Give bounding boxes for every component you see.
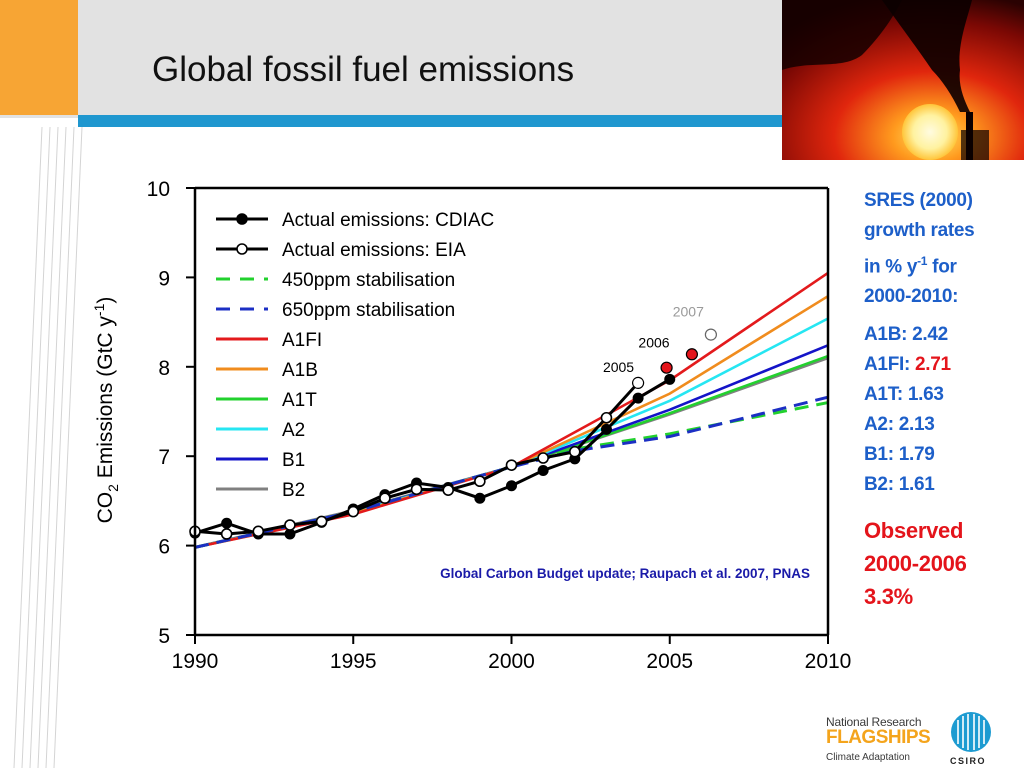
y-tick-label-6: 6 — [158, 536, 170, 559]
sres-rate-label: B1: — [864, 444, 899, 466]
legend-label-b2: B2 — [282, 480, 305, 501]
legend-marker-actual-emissions-cdiac — [236, 213, 248, 225]
sres-rate-a1b: A1B: 2.42 — [864, 320, 1024, 350]
highlight-label-0: 2005 — [603, 359, 634, 375]
point-actual-emissions-eia-1992 — [252, 525, 265, 538]
sres-growth-panel: SRES (2000) growth rates in % y-1 for 20… — [864, 186, 1024, 613]
point-actual-emissions-eia-1997 — [410, 483, 423, 496]
sres-rate-label: B2: — [864, 474, 899, 496]
chart-legend: Actual emissions: CDIAC Actual emissions:… — [216, 210, 494, 501]
flagships-csiro-logo: National Research FLAGSHIPS Climate Adap… — [826, 708, 1024, 768]
sres-rate-value: 2.13 — [898, 414, 935, 436]
sres-heading-line-2: growth rates — [864, 220, 975, 241]
point-actual-emissions-cdiac-1991 — [221, 517, 233, 529]
point-actual-emissions-eia-1993 — [284, 519, 296, 531]
sres-rate-b1: B1: 1.79 — [864, 440, 1024, 470]
x-tick-label-1995: 1995 — [330, 650, 377, 673]
point-actual-emissions-eia-1991 — [220, 528, 233, 540]
logo-national-research: National Research — [826, 715, 922, 729]
sres-rate-a2: A2: 2.13 — [864, 410, 1024, 440]
legend-label-a1fi: A1FI — [282, 330, 322, 351]
legend-marker-actual-emissions-eia — [236, 243, 248, 255]
legend-label-450ppm-stabilisation: 450ppm stabilisation — [282, 270, 455, 291]
sres-rate-list: A1B: 2.42 A1FI: 2.71 A1T: 1.63 A2: 2.13 B1: … — [864, 320, 1024, 500]
y-tick-label-7: 7 — [158, 446, 170, 469]
data-markers — [189, 373, 676, 540]
sres-rate-label: A1B: — [864, 324, 913, 346]
smokestack-photo — [782, 0, 1024, 160]
sres-heading-line-3: in % y-1 for — [864, 254, 957, 278]
sres-rate-value: 1.79 — [898, 444, 935, 466]
sres-rate-value: 2.71 — [914, 354, 951, 376]
highlight-label-2: 2007 — [673, 303, 704, 319]
chart-citation: Global Carbon Budget update; Raupach et … — [440, 566, 810, 581]
point-actual-emissions-eia-2003 — [600, 411, 613, 424]
x-tick-label-2010: 2010 — [805, 650, 852, 673]
point-actual-emissions-cdiac-2005 — [664, 373, 676, 385]
sres-rate-b2: B2: 1.61 — [864, 470, 1024, 500]
sres-rate-value: 1.63 — [907, 384, 944, 406]
point-actual-emissions-eia-1995 — [347, 505, 360, 518]
series-line-actual-emissions-cdiac — [194, 378, 671, 536]
observed-line-1: Observed — [864, 518, 964, 544]
header-accent-block — [0, 0, 78, 115]
sres-rate-label: A1FI: — [864, 354, 915, 376]
point-actual-emissions-eia-1999 — [474, 475, 486, 488]
point-actual-emissions-cdiac-2003 — [600, 423, 612, 435]
x-tick-label-1990: 1990 — [172, 650, 219, 673]
observation-lines — [194, 378, 671, 536]
highlight-point-1 — [660, 361, 673, 374]
y-tick-label-8: 8 — [158, 357, 170, 380]
y-tick-label-5: 5 — [158, 625, 170, 648]
observed-line-3: 3.3% — [864, 584, 913, 610]
sres-rate-value: 1.61 — [898, 474, 935, 496]
point-actual-emissions-cdiac-1999 — [474, 492, 486, 504]
point-actual-emissions-eia-1998 — [442, 484, 455, 496]
slide-title: Global fossil fuel emissions — [152, 50, 575, 89]
legend-label-650ppm-stabilisation: 650ppm stabilisation — [282, 300, 455, 321]
sres-heading-line-1: SRES (2000) — [864, 190, 973, 211]
point-actual-emissions-cdiac-2004 — [632, 392, 644, 404]
highlight-point-3 — [704, 328, 717, 341]
highlight-point-0 — [631, 376, 645, 389]
legend-label-b1: B1 — [282, 450, 305, 471]
csiro-emblem-icon — [951, 712, 991, 752]
legend-label-actual-emissions-eia: Actual emissions: EIA — [282, 240, 466, 261]
axis-ticks: 1990 1995 2000 2005 2010 5 6 7 8 9 10 — [147, 178, 852, 673]
logo-csiro-text: CSIRO — [950, 756, 987, 766]
x-tick-label-2000: 2000 — [488, 650, 535, 673]
x-tick-label-2005: 2005 — [646, 650, 693, 673]
logo-flagships: FLAGSHIPS — [826, 727, 931, 748]
legend-label-a1t: A1T — [282, 390, 317, 411]
sres-rate-label: A1T: — [864, 384, 908, 406]
highlight-point-2 — [685, 348, 699, 361]
point-actual-emissions-eia-1994 — [315, 515, 328, 528]
legend-label-a2: A2 — [282, 420, 305, 441]
sres-heading-line-4: 2000-2010: — [864, 286, 959, 308]
y-axis-label: CO2 Emissions (GtC y-1) — [91, 297, 121, 524]
point-actual-emissions-eia-1996 — [379, 492, 391, 505]
legend-label-a1b: A1B — [282, 360, 318, 381]
point-actual-emissions-cdiac-2000 — [506, 480, 517, 492]
sres-rate-value: 2.42 — [912, 324, 948, 346]
point-actual-emissions-eia-2000 — [505, 459, 518, 471]
decorative-stripes — [13, 126, 83, 768]
sres-rate-a1fi: A1FI: 2.71 — [864, 350, 1024, 380]
point-actual-emissions-cdiac-2001 — [537, 465, 549, 477]
observed-growth: Observed 2000-2006 3.3% — [864, 514, 1024, 613]
point-actual-emissions-eia-2001 — [537, 452, 549, 464]
sres-rate-label: A2: — [864, 414, 899, 436]
logo-climate-adaptation: Climate Adaptation — [826, 752, 910, 763]
legend-label-actual-emissions-cdiac: Actual emissions: CDIAC — [282, 210, 494, 231]
y-tick-label-9: 9 — [158, 267, 170, 290]
point-actual-emissions-eia-2002 — [568, 445, 581, 458]
y-tick-label-10: 10 — [147, 178, 170, 201]
highlight-label-1: 2006 — [638, 335, 669, 351]
sres-rate-a1t: A1T: 1.63 — [864, 380, 1024, 410]
observed-line-2: 2000-2006 — [864, 551, 967, 577]
